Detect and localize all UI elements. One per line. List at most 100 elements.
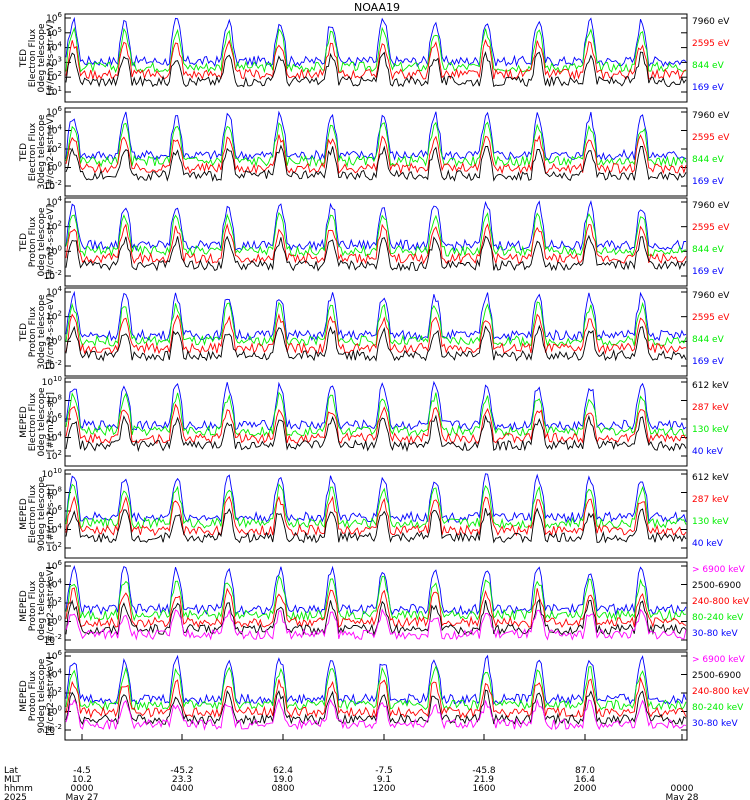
y-axis-label: [#/cm2-s-str-keV] (46, 566, 56, 645)
y-axis-label: Electron Flux (28, 484, 38, 543)
y-axis-label: [#/cm2-s-str-eV] (46, 295, 56, 370)
y-axis-label: TED (19, 233, 29, 252)
flux-trace (65, 495, 687, 537)
x-row-label: MLT (4, 775, 22, 785)
y-axis-label: TED (19, 49, 29, 68)
y-axis-label: 0deg telescope (37, 387, 47, 457)
x-tick-label: 62.4 (273, 766, 293, 776)
flux-trace (65, 587, 687, 629)
x-row-label: 2025 (4, 793, 27, 800)
legend-entry: 240-800 keV (692, 687, 750, 697)
y-axis-label: [#/cm2-s-str-eV] (46, 205, 56, 280)
flux-trace (65, 676, 687, 719)
legend-entry: 7960 eV (692, 17, 730, 27)
y-axis-label: [#/cm2-s-str] (46, 484, 56, 544)
flux-trace (65, 223, 687, 265)
x-tick-label: 19.0 (273, 775, 293, 785)
legend-entry: 169 eV (692, 357, 725, 367)
flux-trace (65, 608, 687, 641)
flux-trace (65, 473, 687, 524)
flux-trace (65, 697, 687, 731)
legend-entry: 7960 eV (692, 201, 730, 211)
y-axis-label: [#/cm2-s-str-keV] (46, 656, 56, 735)
legend-entry: 2500-6900 (692, 581, 741, 591)
legend-entry: 2595 eV (692, 313, 730, 323)
y-axis-label: Proton Flux (28, 306, 38, 357)
legend-entry: 80-240 keV (692, 703, 744, 713)
flux-trace (65, 134, 687, 175)
x-tick-label: -4.5 (73, 766, 91, 776)
flux-trace (65, 403, 687, 445)
flux-trace (65, 575, 687, 622)
flux-trace (65, 391, 687, 438)
y-axis-label: [#/cm2-s-str] (46, 392, 56, 452)
legend-entry: 844 eV (692, 155, 725, 165)
legend-entry: 169 eV (692, 177, 725, 187)
y-axis-label: Proton Flux (28, 216, 38, 267)
legend-entry: 80-240 keV (692, 613, 744, 623)
y-axis-label: MEPED (19, 680, 29, 712)
x-tick-label: 1600 (473, 784, 496, 794)
x-tick-label: May 28 (666, 793, 699, 800)
legend-entry: 30-80 keV (692, 629, 738, 639)
legend-entry: 2595 eV (692, 223, 730, 233)
legend-entry: 169 eV (692, 267, 725, 277)
y-axis-label: [#/cm2-s-str-eV] (46, 21, 56, 96)
flux-trace (65, 598, 687, 637)
y-axis-label: 0deg telescope (37, 207, 47, 277)
y-tick-label: 1010 (42, 375, 62, 388)
legend-entry: 844 eV (692, 245, 725, 255)
flux-trace (65, 324, 687, 362)
y-axis-label: MEPED (19, 498, 29, 530)
y-axis-label: Proton Flux (28, 670, 38, 721)
x-row-label: hhmm (4, 784, 33, 794)
flux-trace (65, 199, 686, 252)
legend-entry: 240-800 keV (692, 597, 750, 607)
flux-trace (65, 51, 687, 88)
figure-title: NOAA19 (354, 1, 400, 14)
flux-trace (65, 313, 686, 355)
legend-entry: 612 keV (692, 473, 729, 483)
x-tick-label: -7.5 (375, 766, 393, 776)
x-tick-label: 0800 (272, 784, 295, 794)
flux-trace (65, 507, 687, 544)
y-axis-label: TED (19, 143, 29, 162)
x-tick-label: May 27 (66, 793, 99, 800)
flux-trace (65, 414, 687, 453)
x-tick-label: 23.3 (172, 775, 192, 785)
flux-trace (65, 665, 687, 712)
legend-entry: 169 eV (692, 83, 725, 93)
x-tick-label: 16.4 (575, 775, 595, 785)
legend-entry: 30-80 keV (692, 719, 738, 729)
legend-entry: 612 keV (692, 381, 729, 391)
y-axis-label: 90deg telescope (37, 658, 47, 733)
x-tick-label: 9.1 (377, 775, 391, 785)
x-tick-label: 2000 (574, 784, 597, 794)
flux-trace (65, 38, 687, 81)
legend-entry: 287 keV (692, 403, 729, 413)
y-axis-label: Electron Flux (28, 28, 38, 87)
x-tick-label: -45.2 (170, 766, 193, 776)
y-axis-label: Proton Flux (28, 580, 38, 631)
y-axis-label: 30deg telescope (37, 114, 47, 189)
legend-entry: 7960 eV (692, 291, 730, 301)
legend-entry: 844 eV (692, 335, 725, 345)
y-axis-label: [#/cm2-s-str-eV] (46, 115, 56, 190)
x-tick-label: 0400 (171, 784, 194, 794)
x-tick-label: 0000 (671, 784, 694, 794)
legend-entry: 287 keV (692, 495, 729, 505)
flux-trace (65, 144, 687, 182)
legend-entry: 7960 eV (692, 111, 730, 121)
legend-entry: 130 keV (692, 517, 729, 527)
legend-entry: 2595 eV (692, 133, 730, 143)
